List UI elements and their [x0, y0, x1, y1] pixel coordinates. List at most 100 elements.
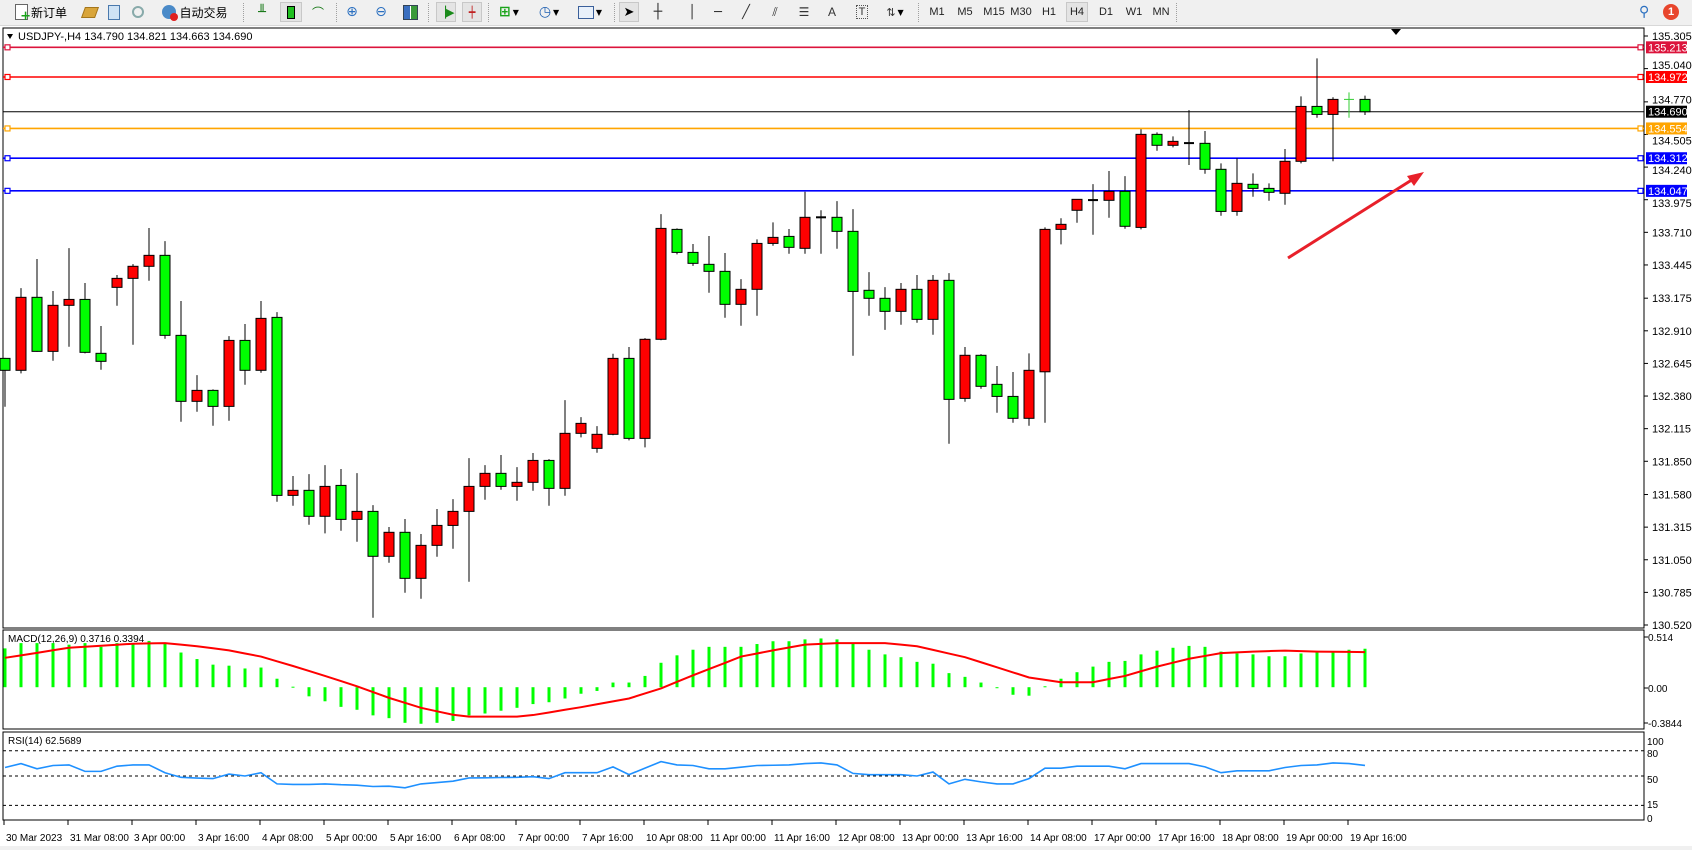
timeframe-m15[interactable]: M15 — [983, 6, 1005, 18]
macd-histogram-bar — [1075, 672, 1079, 688]
chart-shift-button[interactable]: ┿ — [462, 2, 482, 22]
candle-body — [95, 352, 107, 362]
candle — [479, 465, 491, 500]
timeframe-m5[interactable]: M5 — [957, 6, 973, 18]
candle-body — [495, 472, 507, 487]
candle — [1071, 198, 1083, 223]
crosshair-button[interactable]: ┼ — [648, 2, 668, 22]
candle-body — [1263, 187, 1275, 193]
periods-button[interactable]: ◷ ▼ — [538, 4, 560, 20]
candle — [1119, 176, 1131, 229]
rsi-axis-label: 80 — [1647, 749, 1659, 760]
search-button[interactable]: ⚲ — [1634, 2, 1654, 22]
candle-body — [1135, 133, 1147, 228]
signal-button[interactable] — [128, 2, 148, 22]
time-tick-label: 18 Apr 08:00 — [1222, 833, 1279, 844]
timeframe-m30[interactable]: M30 — [1010, 6, 1032, 18]
horizontal-level-line[interactable]: 134.554 — [3, 122, 1688, 135]
level-right-handle[interactable] — [1637, 187, 1644, 194]
candle-body — [239, 339, 251, 371]
toolbar-separator — [428, 3, 429, 22]
level-left-handle[interactable] — [4, 44, 11, 51]
candle-body — [447, 510, 459, 526]
candle — [975, 354, 987, 389]
macd-histogram-bar — [163, 643, 167, 688]
macd-histogram-bar — [83, 643, 87, 688]
candle — [1055, 218, 1067, 245]
zoom-out-button[interactable]: ⊖ — [371, 2, 391, 22]
macd-axis-label: 0.514 — [1648, 633, 1673, 644]
level-right-handle[interactable] — [1637, 125, 1644, 132]
candle — [47, 291, 59, 361]
tile-windows-button[interactable] — [400, 2, 420, 22]
macd-histogram-bar — [1091, 666, 1095, 688]
auto-trading-label: 自动交易 — [179, 5, 228, 20]
zoom-in-button[interactable]: ⊕ — [342, 2, 362, 22]
candle — [127, 264, 139, 345]
fibonacci-icon: ☰ — [798, 5, 810, 19]
vertical-line-button[interactable]: │ — [682, 2, 702, 22]
level-right-handle[interactable] — [1637, 73, 1644, 81]
candlestick-button[interactable] — [280, 2, 302, 22]
level-left-handle[interactable] — [4, 125, 11, 132]
bar-chart-button[interactable]: ╨ — [252, 2, 272, 22]
timeframe-h1[interactable]: H1 — [1041, 6, 1057, 18]
gold-button[interactable] — [80, 2, 100, 22]
candle — [799, 191, 811, 254]
auto-trading-button[interactable]: 自动交易 — [152, 2, 238, 22]
arrow-shaft[interactable] — [1287, 174, 1419, 260]
auto-scroll-button[interactable]: ▕▶ — [436, 2, 456, 22]
level-left-handle[interactable] — [4, 155, 11, 162]
price-level-label: 135.213 — [1648, 42, 1688, 54]
notification-button[interactable]: 1 — [1660, 2, 1682, 22]
timeframe-d1[interactable]: D1 — [1098, 6, 1114, 18]
macd-axis-label: 0.00 — [1648, 684, 1668, 695]
templates-icon — [577, 5, 594, 19]
candle-body — [639, 338, 651, 439]
level-left-handle[interactable] — [4, 187, 11, 194]
new-order-button[interactable]: + 新订单 — [8, 2, 74, 23]
candle — [1295, 96, 1307, 164]
level-right-handle[interactable] — [1637, 44, 1644, 51]
macd-histogram-bar — [739, 646, 743, 688]
candle — [15, 288, 27, 374]
chart-info-label: USDJPY-,H4 134.790 134.821 134.663 134.6… — [18, 31, 252, 43]
indicators-button[interactable]: ⊞ ▼ — [499, 4, 519, 20]
macd-histogram-bar — [467, 687, 471, 716]
candle — [831, 201, 843, 249]
trendline-button[interactable]: ╱ — [736, 2, 756, 22]
candle-body — [303, 489, 315, 517]
fibonacci-button[interactable]: ☰ — [794, 2, 814, 22]
level-left-handle[interactable] — [4, 73, 11, 81]
chart-window[interactable]: 135.305 135.040 134.770 134.505 134.240 133.9… — [0, 26, 1692, 850]
candle-body — [1071, 198, 1083, 211]
timeframe-mn[interactable]: MN — [1152, 6, 1170, 18]
candle — [911, 275, 923, 323]
history-center-button[interactable] — [104, 2, 124, 22]
macd-histogram-bar — [275, 678, 279, 688]
chart-shift-marker[interactable] — [1391, 29, 1401, 35]
line-chart-button[interactable]: ⌒ — [308, 2, 328, 22]
horizontal-level-line[interactable]: 134.047 — [3, 184, 1688, 198]
horizontal-level-line[interactable]: 134.972 — [3, 70, 1688, 84]
cursor-button[interactable]: ➤ — [619, 2, 639, 22]
price-tick-label: 132.380 — [1652, 391, 1692, 403]
chart-menu-triangle-icon[interactable] — [7, 34, 13, 39]
templates-button[interactable]: ▼ — [574, 2, 606, 22]
timeframe-h4[interactable]: H4 — [1066, 2, 1088, 22]
horizontal-line-button[interactable]: ─ — [708, 2, 728, 22]
trend-arrow[interactable] — [1287, 172, 1424, 260]
equidistant-channel-button[interactable]: ⫽ — [765, 2, 785, 22]
text-button[interactable]: A — [822, 2, 842, 22]
timeframe-w1[interactable]: W1 — [1125, 6, 1143, 18]
timeframe-m1[interactable]: M1 — [929, 6, 945, 18]
macd-histogram-bar — [1027, 687, 1031, 696]
time-tick-label: 31 Mar 08:00 — [70, 833, 129, 844]
macd-histogram-bar — [579, 687, 583, 694]
arrows-button[interactable]: ⇅ ▼ — [886, 5, 904, 19]
text-label-button[interactable]: T — [852, 2, 872, 22]
horizontal-level-line[interactable]: 134.312 — [3, 152, 1688, 165]
horizontal-level-line[interactable]: 135.213 — [3, 41, 1688, 54]
level-right-handle[interactable] — [1637, 155, 1644, 162]
